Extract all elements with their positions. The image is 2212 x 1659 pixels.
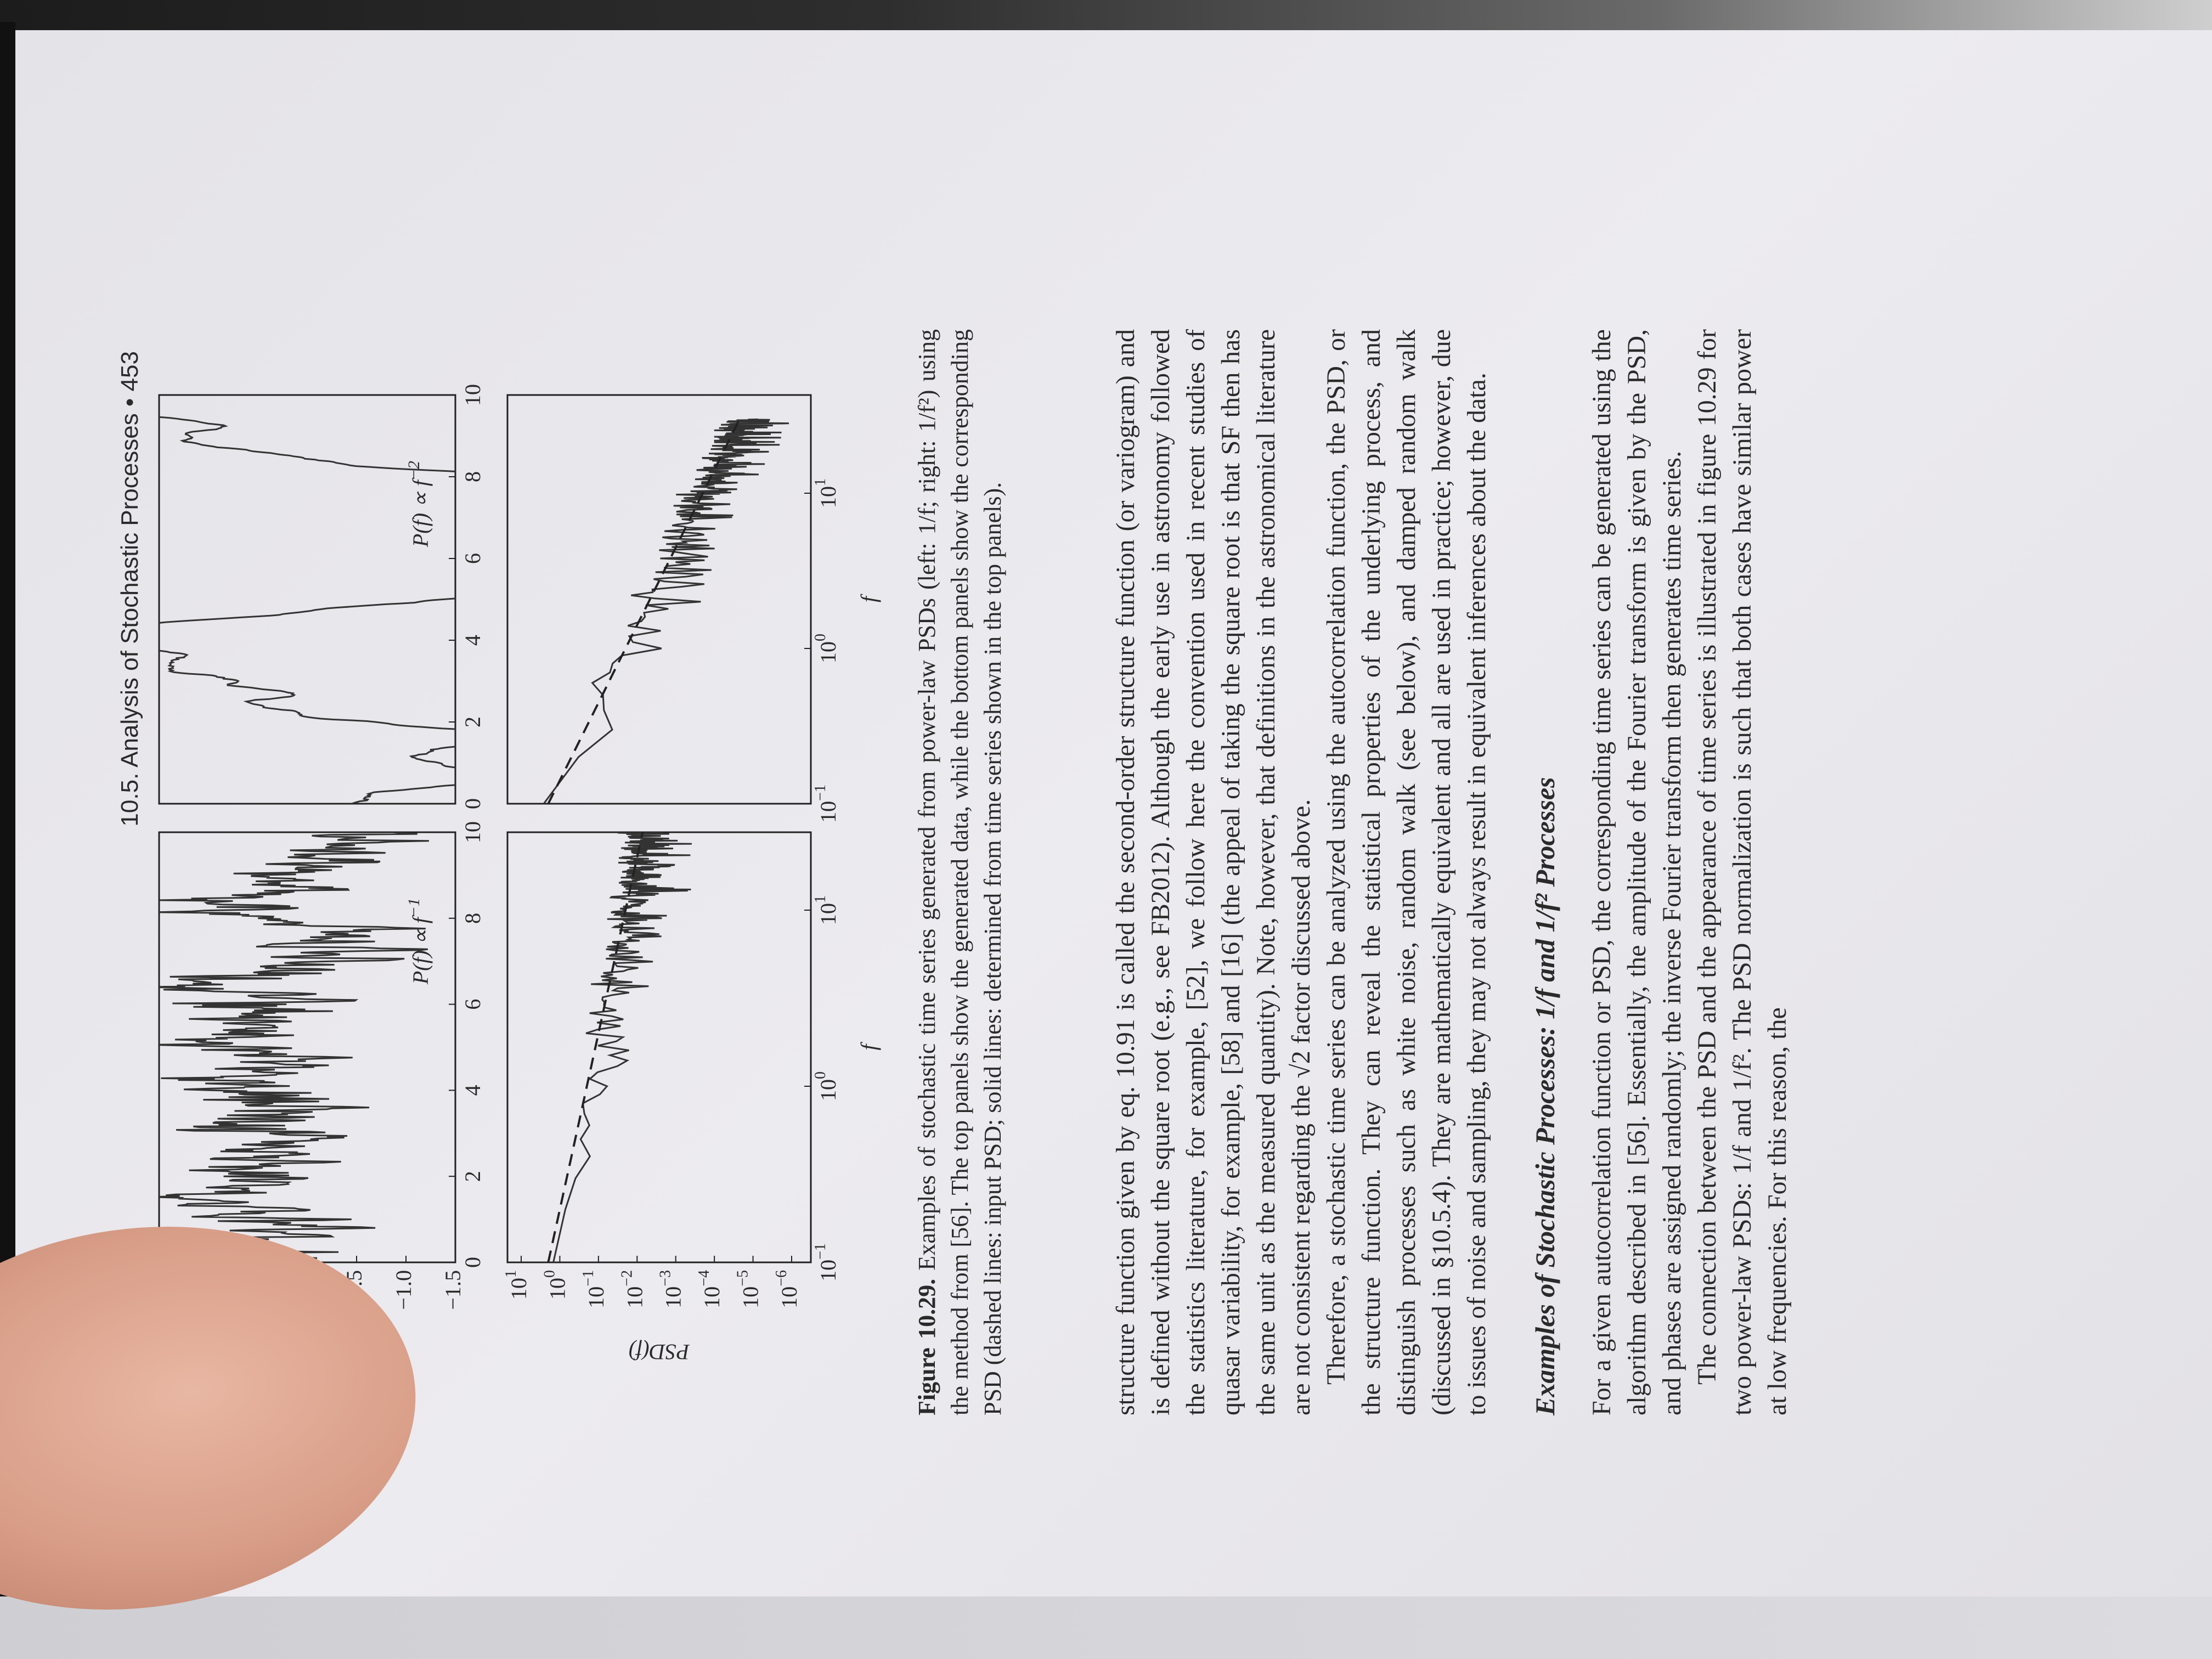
y-tick-label: 10−6 [773, 1270, 802, 1308]
psd-input [547, 419, 741, 804]
figure-caption: Figure 10.29. Examples of stochastic tim… [911, 329, 1009, 1415]
x-tick-label: 4 [460, 635, 485, 646]
label-exponent: 1 [812, 895, 829, 903]
y-tick-label: 10−3 [657, 1270, 686, 1308]
x-tick-label: 100 [812, 634, 840, 663]
annotation: P(f) ∝ f−1 [405, 898, 433, 985]
paragraph: structure function given by eq. 10.91 is… [1111, 329, 1316, 1415]
label-exponent: 0 [812, 1071, 829, 1079]
label-exponent: 1 [503, 1270, 520, 1278]
x-tick-label: 2 [460, 716, 485, 727]
label-base: 10 [545, 1278, 570, 1300]
x-tick-label: 10−1 [812, 1243, 840, 1282]
x-tick-label: 8 [460, 913, 485, 924]
psd-measured [543, 418, 789, 804]
x-tick-label: 0 [460, 798, 485, 809]
label-exponent: −3 [657, 1270, 674, 1286]
plot-frame [158, 831, 456, 1263]
y-tick-label: 10−2 [619, 1270, 647, 1308]
x-tick-label: 10 [460, 821, 485, 843]
book-edge [0, 0, 2212, 30]
annotation-exponent: −1 [405, 898, 423, 917]
body-text: structure function given by eq. 10.91 is… [1108, 329, 1795, 1415]
section-heading: Examples of Stochastic Processes: 1/f an… [1530, 777, 1560, 1415]
y-tick-label: 100 [541, 1270, 570, 1300]
x-tick-label: 10−1 [812, 785, 840, 823]
x-tick-label: 101 [812, 895, 840, 925]
label-exponent: 0 [812, 634, 829, 641]
x-tick-label: 8 [460, 471, 485, 482]
label-base: 10 [584, 1286, 608, 1308]
y-tick-label: 10−5 [735, 1270, 763, 1308]
y-tick-label: 101 [503, 1270, 531, 1300]
paragraph: The connection between the PSD and the a… [1692, 329, 1792, 1415]
plot-frame [158, 394, 456, 805]
label-base: 10 [816, 486, 840, 508]
x-tick-label: 101 [812, 478, 840, 508]
label-base: 10 [506, 1278, 531, 1300]
plot-frame [506, 394, 812, 805]
label-base: 10 [816, 801, 840, 823]
label-exponent: −6 [773, 1270, 790, 1286]
label-exponent: −1 [812, 785, 829, 801]
psd-measured [552, 832, 697, 1262]
label-base: 10 [777, 1286, 802, 1308]
label-exponent: −1 [812, 1243, 829, 1260]
x-tick-label: 6 [460, 553, 485, 564]
y-tick-label: 10−1 [580, 1270, 608, 1308]
x-tick-label: 0 [460, 1257, 485, 1268]
label-exponent: −2 [619, 1270, 636, 1286]
label-exponent: 1 [812, 478, 829, 486]
paragraph: Therefore, a stochastic time series can … [1322, 329, 1491, 1415]
y-tick-label: 10−4 [696, 1270, 725, 1308]
annotation: P(f) ∝ f−2 [405, 461, 433, 548]
paragraph: For a given autocorrelation function or … [1587, 329, 1686, 1415]
x-tick-label: 2 [460, 1171, 485, 1182]
time-series-curve [159, 395, 455, 804]
x-tick-label: 4 [460, 1085, 485, 1096]
annotation-text: P(f) ∝ f [408, 477, 433, 548]
x-tick-label: 10 [460, 384, 485, 406]
label-exponent: −4 [696, 1270, 713, 1286]
label-exponent: 0 [541, 1270, 558, 1278]
y-axis-label: PSD(f) [629, 1340, 690, 1364]
label-base: 10 [622, 1286, 647, 1308]
label-base: 10 [816, 641, 840, 663]
plot-frame [506, 831, 812, 1263]
time-series-curve [159, 832, 429, 1262]
label-base: 10 [816, 1260, 840, 1282]
label-base: 10 [816, 903, 840, 925]
psd-input [547, 832, 645, 1262]
caption-label: Figure 10.29. [913, 1278, 940, 1415]
label-base: 10 [699, 1286, 724, 1308]
x-tick-label: 100 [812, 1071, 840, 1101]
label-exponent: −5 [735, 1270, 752, 1286]
x-axis-label: f [856, 594, 881, 602]
caption-text: Examples of stochastic time series gener… [913, 329, 1006, 1415]
x-tick-label: 6 [460, 999, 485, 1010]
label-base: 10 [738, 1286, 763, 1308]
x-axis-label: f [856, 1042, 881, 1051]
y-tick-label: −1.0 [391, 1270, 416, 1310]
y-tick-label: −1.5 [441, 1270, 465, 1310]
label-exponent: −1 [580, 1270, 597, 1286]
label-base: 10 [816, 1079, 840, 1101]
label-base: 10 [661, 1286, 686, 1308]
table-surface [0, 1596, 2212, 1659]
